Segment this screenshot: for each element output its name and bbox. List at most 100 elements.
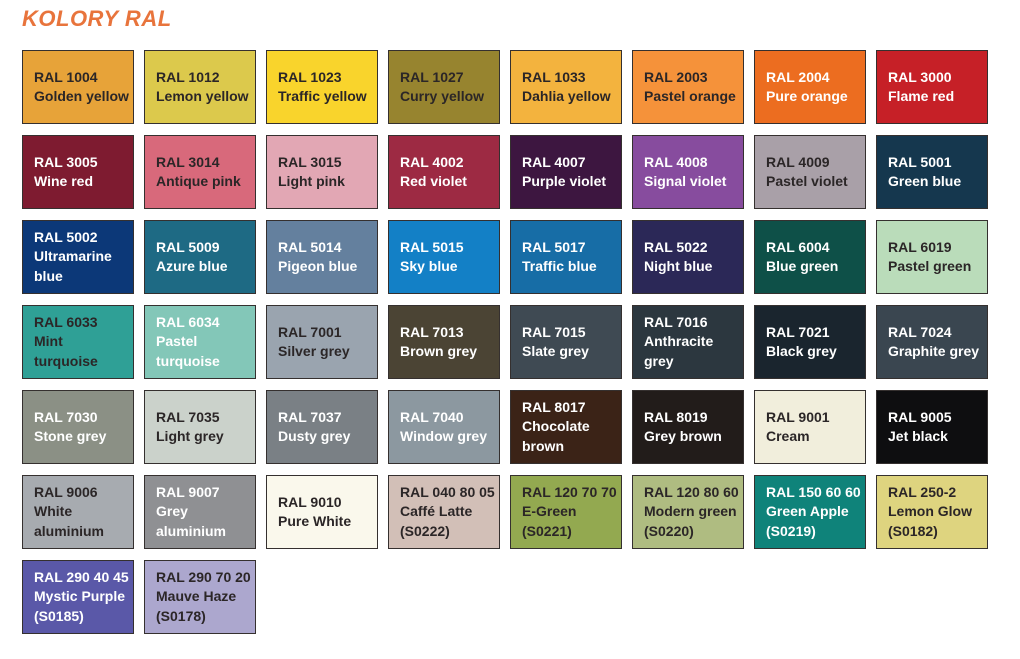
swatch-code: RAL 1033 [522, 68, 586, 85]
color-swatch: RAL 250-2 Lemon Glow (S0182) [876, 475, 988, 549]
swatch-name: Green Apple [766, 503, 849, 520]
swatch-text: RAL 1023 Traffic yellow [278, 68, 373, 107]
swatch-name: Slate grey [522, 343, 589, 359]
swatch-code: RAL 1027 [400, 68, 464, 85]
swatch-text: RAL 4002 Red violet [400, 153, 495, 192]
swatch-code: RAL 5017 [522, 238, 586, 255]
swatch-code: RAL 290 70 20 [156, 568, 251, 585]
color-swatch: RAL 9005 Jet black [876, 390, 988, 464]
color-swatch: RAL 6004 Blue green [754, 220, 866, 294]
swatch-text: RAL 7037 Dusty grey [278, 408, 373, 447]
swatch-text: RAL 6004 Blue green [766, 238, 861, 277]
swatch-name: Grey brown [644, 428, 722, 444]
swatch-name: Purple violet [522, 173, 607, 189]
color-swatch: RAL 7015 Slate grey [510, 305, 622, 379]
swatch-text: RAL 3015 Light pink [278, 153, 373, 192]
swatch-code: RAL 5014 [278, 238, 342, 255]
swatch-code: RAL 6019 [888, 238, 952, 255]
swatch-name: Golden yellow [34, 88, 129, 104]
swatch-code: RAL 6004 [766, 238, 830, 255]
swatch-text: RAL 5002 Ultramarine blue [34, 228, 129, 287]
swatch-code: RAL 9010 [278, 493, 342, 510]
swatch-text: RAL 1012 Lemon yellow [156, 68, 251, 107]
swatch-subcode: (S0220) [644, 522, 694, 539]
color-swatch: RAL 040 80 05 Caffé Latte (S0222) [388, 475, 500, 549]
swatch-code: RAL 7016 [644, 313, 708, 330]
swatch-name: Ultramarine blue [34, 248, 112, 284]
color-swatch: RAL 4002 Red violet [388, 135, 500, 209]
swatch-name: Window grey [400, 428, 487, 444]
swatch-code: RAL 7035 [156, 408, 220, 425]
swatch-name: Blue green [766, 258, 839, 274]
swatch-code: RAL 6034 [156, 313, 220, 330]
color-swatch: RAL 9007 Grey aluminium [144, 475, 256, 549]
swatch-code: RAL 1004 [34, 68, 98, 85]
swatch-text: RAL 120 80 60 Modern green (S0220) [644, 483, 739, 542]
swatch-name: Signal violet [644, 173, 727, 189]
swatch-code: RAL 5001 [888, 153, 952, 170]
swatch-code: RAL 120 70 70 [522, 483, 617, 500]
swatch-code: RAL 5022 [644, 238, 708, 255]
color-swatch: RAL 1023 Traffic yellow [266, 50, 378, 124]
swatch-name: Green blue [888, 173, 962, 189]
swatch-subcode: (S0221) [522, 522, 572, 539]
color-swatch: RAL 7040 Window grey [388, 390, 500, 464]
swatch-name: Grey aluminium [156, 503, 227, 539]
color-swatch: RAL 4007 Purple violet [510, 135, 622, 209]
swatch-text: RAL 7040 Window grey [400, 408, 495, 447]
color-swatch: RAL 5022 Night blue [632, 220, 744, 294]
color-swatch: RAL 7001 Silver grey [266, 305, 378, 379]
swatch-name: Azure blue [156, 258, 228, 274]
swatch-name: Graphite grey [888, 343, 980, 359]
swatch-name: Anthracite grey [644, 333, 714, 369]
swatch-code: RAL 8019 [644, 408, 708, 425]
color-swatch: RAL 7037 Dusty grey [266, 390, 378, 464]
swatch-text: RAL 7035 Light grey [156, 408, 251, 447]
color-swatch: RAL 6033 Mint turquoise [22, 305, 134, 379]
color-swatch: RAL 3014 Antique pink [144, 135, 256, 209]
swatch-name: Pure White [278, 513, 352, 529]
swatch-text: RAL 3005 Wine red [34, 153, 129, 192]
swatch-text: RAL 150 60 60 Green Apple (S0219) [766, 483, 861, 542]
swatch-code: RAL 7015 [522, 323, 586, 340]
swatch-code: RAL 7013 [400, 323, 464, 340]
color-swatch: RAL 5017 Traffic blue [510, 220, 622, 294]
swatch-code: RAL 7037 [278, 408, 342, 425]
swatch-text: RAL 5014 Pigeon blue [278, 238, 373, 277]
swatch-name: Mauve Haze [156, 588, 237, 605]
swatch-text: RAL 9001 Cream [766, 408, 861, 447]
swatch-text: RAL 9005 Jet black [888, 408, 983, 447]
swatch-text: RAL 1004 Golden yellow [34, 68, 129, 107]
swatch-code: RAL 7024 [888, 323, 952, 340]
color-swatch: RAL 5015 Sky blue [388, 220, 500, 294]
color-swatch: RAL 7024 Graphite grey [876, 305, 988, 379]
swatch-text: RAL 5009 Azure blue [156, 238, 251, 277]
swatch-code: RAL 9007 [156, 483, 220, 500]
color-swatch: RAL 2004 Pure orange [754, 50, 866, 124]
swatch-code: RAL 4009 [766, 153, 830, 170]
swatch-text: RAL 120 70 70 E-Green (S0221) [522, 483, 617, 542]
color-swatch: RAL 1004 Golden yellow [22, 50, 134, 124]
color-swatch: RAL 7030 Stone grey [22, 390, 134, 464]
swatch-text: RAL 9007 Grey aluminium [156, 483, 251, 542]
swatch-code: RAL 2004 [766, 68, 830, 85]
swatch-name: Stone grey [34, 428, 107, 444]
swatch-code: RAL 7021 [766, 323, 830, 340]
color-swatch: RAL 8017 Chocolate brown [510, 390, 622, 464]
color-swatch: RAL 9006 White aluminium [22, 475, 134, 549]
swatch-text: RAL 8019 Grey brown [644, 408, 739, 447]
color-swatch: RAL 120 80 60 Modern green (S0220) [632, 475, 744, 549]
swatch-name: Sky blue [400, 258, 458, 274]
swatch-text: RAL 040 80 05 Caffé Latte (S0222) [400, 483, 495, 542]
swatch-text: RAL 5017 Traffic blue [522, 238, 617, 277]
swatch-name: Light pink [278, 173, 345, 189]
color-swatch: RAL 7016 Anthracite grey [632, 305, 744, 379]
swatch-name: Caffé Latte [400, 503, 473, 520]
swatch-text: RAL 5022 Night blue [644, 238, 739, 277]
color-swatch: RAL 4009 Pastel violet [754, 135, 866, 209]
swatch-name: Lemon Glow [888, 503, 972, 520]
color-swatch: RAL 290 70 20 Mauve Haze (S0178) [144, 560, 256, 634]
color-swatch: RAL 3005 Wine red [22, 135, 134, 209]
swatch-code: RAL 3015 [278, 153, 342, 170]
swatch-code: RAL 5015 [400, 238, 464, 255]
